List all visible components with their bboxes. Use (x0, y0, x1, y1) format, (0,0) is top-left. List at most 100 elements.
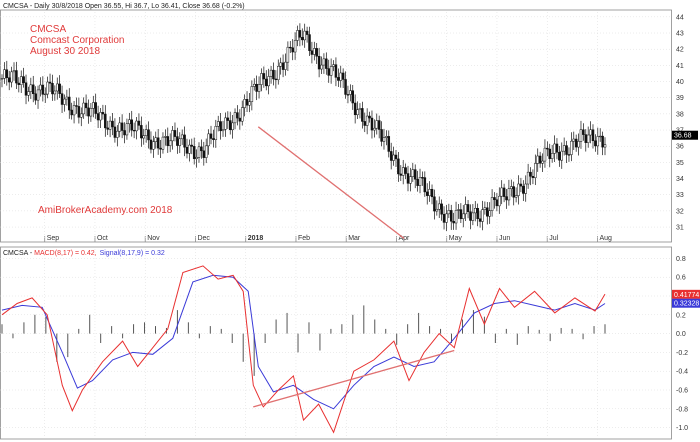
candle-body (397, 158, 400, 175)
price-tick-label: 39 (676, 95, 684, 102)
price-tick-label: 42 (676, 47, 684, 54)
candle-body (538, 155, 542, 164)
signal-line (1, 274, 606, 410)
candle-body (435, 208, 439, 212)
candle-body (385, 136, 388, 138)
candle-body (471, 212, 475, 221)
candle-body (87, 107, 90, 117)
candle-body (255, 83, 258, 92)
candle-body (82, 102, 85, 115)
candle-body (502, 187, 506, 197)
candle-body (449, 210, 453, 222)
candle-body (462, 213, 465, 219)
candle-body (231, 122, 234, 131)
candle-body (0, 78, 4, 80)
macd-tick-label: -0.2 (676, 350, 688, 357)
candle-body (19, 76, 23, 85)
price-header: CMCSA - Daily 30/8/2018 Open 36.55, Hi 3… (3, 3, 245, 10)
macd-tick-label: -0.8 (676, 406, 688, 413)
candle-body (200, 146, 203, 152)
candle-body (5, 69, 9, 78)
candle-body (594, 140, 597, 147)
candle-body (558, 151, 561, 161)
candle-body (325, 58, 328, 69)
candle-body (534, 163, 537, 178)
candle-body (565, 145, 568, 155)
candle-body (89, 108, 93, 117)
candle-body (490, 197, 494, 211)
candle-body (286, 46, 290, 63)
candle-body (108, 120, 112, 130)
candle-body (171, 130, 174, 142)
candle-body (425, 191, 429, 196)
candle-body (512, 186, 515, 198)
candle-body (238, 117, 242, 122)
x-tick-label: Apr (398, 235, 410, 242)
candle-body (34, 93, 37, 101)
candle-body (541, 160, 544, 164)
candle-body (361, 108, 364, 122)
candle-body (442, 213, 446, 223)
macd-header-signal: Signal(8,17,9) = 0.32 (100, 250, 165, 257)
signal-value-tag: 0.32328 (672, 298, 700, 308)
candle-body (332, 64, 335, 67)
candle-body (406, 173, 410, 184)
candle-body (260, 73, 263, 85)
candle-body (440, 203, 443, 215)
candle-body (411, 169, 415, 177)
candle-body (356, 109, 359, 116)
candle-body (401, 167, 405, 176)
macd-tick-label: -0.6 (676, 388, 688, 395)
candle-body (394, 154, 398, 160)
candle-body (457, 209, 460, 211)
candle-body (582, 129, 585, 135)
candle-body (176, 136, 179, 146)
candle-body (161, 136, 165, 150)
candle-body (498, 195, 501, 207)
price-tick-label: 35 (676, 160, 684, 167)
candle-body (495, 199, 499, 207)
candle-body (92, 102, 95, 109)
x-tick-label: Sep (47, 235, 60, 242)
candle-body (228, 120, 232, 131)
last-close-value: 36.68 (674, 133, 692, 140)
candle-body (267, 76, 270, 87)
candle-body (358, 108, 362, 111)
candle-body (68, 96, 71, 111)
candle-body (183, 134, 186, 148)
candle-body (562, 145, 566, 152)
x-tick-label: Feb (298, 235, 310, 242)
price-trendline (257, 126, 405, 239)
candle-body (445, 213, 448, 223)
candle-body (586, 134, 590, 143)
candle-body (500, 187, 503, 197)
candle-body (243, 99, 246, 108)
candle-body (125, 123, 129, 136)
candle-body (327, 68, 330, 76)
candle-body (409, 176, 412, 184)
x-tick-label: May (449, 235, 463, 242)
candle-body (77, 106, 81, 118)
candle-body (466, 204, 470, 212)
candle-body (43, 93, 47, 96)
candle-body (603, 144, 607, 148)
price-tick-label: 41 (676, 63, 684, 70)
macd-header-macd: MACD(8,17) = 0.42, (34, 250, 96, 257)
candle-body (291, 47, 294, 53)
macd-value-tag: 0.41774 (672, 289, 700, 299)
candle-body (351, 90, 354, 104)
candle-body (428, 188, 431, 196)
candle-body (216, 121, 220, 127)
candle-body (320, 64, 323, 70)
candle-body (370, 117, 374, 131)
candle-body (474, 207, 477, 214)
candle-body (240, 107, 244, 122)
candle-body (416, 178, 419, 186)
candle-body (433, 196, 436, 212)
candle-body (303, 30, 306, 41)
candle-body (192, 146, 196, 159)
candle-body (344, 79, 347, 95)
candle-body (505, 196, 508, 201)
candle-body (526, 171, 530, 185)
candle-body (570, 140, 573, 155)
